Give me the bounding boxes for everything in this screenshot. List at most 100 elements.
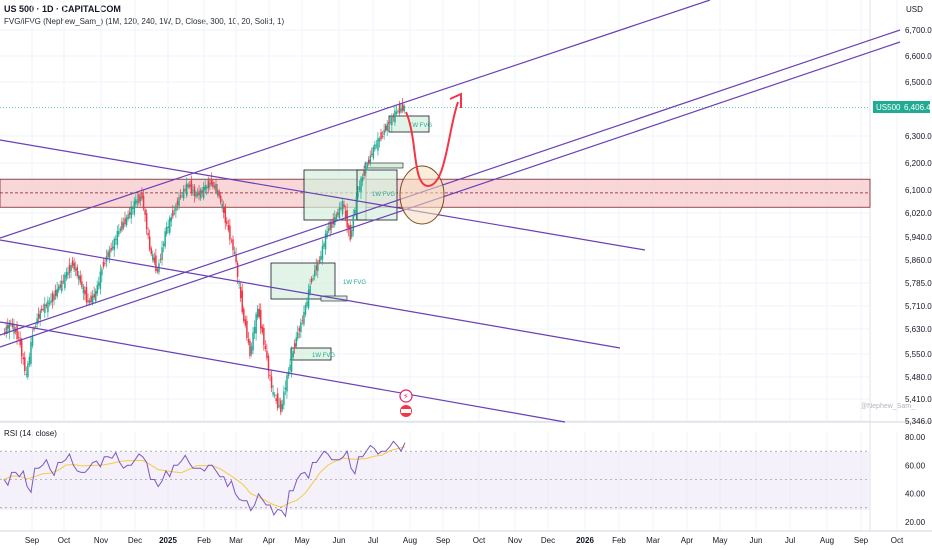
time-tick-label: Sep bbox=[854, 536, 869, 545]
candle-body bbox=[198, 191, 200, 196]
candle-body bbox=[25, 374, 28, 376]
candle-body bbox=[349, 225, 351, 240]
price-tick-label: 6,200.0 bbox=[905, 159, 932, 168]
candle-body bbox=[19, 338, 21, 345]
candle-body bbox=[239, 286, 242, 299]
candle-body bbox=[241, 290, 244, 313]
candle-body bbox=[304, 305, 307, 315]
time-tick-label: Aug bbox=[820, 536, 834, 545]
candle-body bbox=[8, 322, 11, 333]
candle-body bbox=[113, 239, 116, 251]
candle-body bbox=[195, 194, 197, 197]
candle-body bbox=[94, 290, 97, 302]
candle-body bbox=[347, 225, 350, 230]
candle-body bbox=[364, 167, 367, 175]
candle-body bbox=[136, 200, 139, 203]
candle-body bbox=[266, 350, 268, 358]
candle-body bbox=[340, 208, 342, 209]
price-tag-symbol: US500 bbox=[876, 103, 901, 112]
candle-body bbox=[300, 322, 302, 333]
candle-body bbox=[267, 355, 270, 372]
candle-body bbox=[281, 404, 284, 410]
candle-body bbox=[199, 189, 202, 199]
candle-body bbox=[352, 216, 355, 231]
candle-body bbox=[374, 144, 376, 150]
candle-body bbox=[246, 320, 248, 339]
candle-body bbox=[388, 121, 390, 125]
candle-body bbox=[263, 327, 265, 345]
candle-body bbox=[159, 258, 162, 260]
candle-body bbox=[147, 232, 149, 236]
candle-body bbox=[209, 182, 211, 187]
candle-body bbox=[202, 186, 205, 199]
time-tick-label: May bbox=[294, 536, 309, 545]
candle-body bbox=[107, 251, 109, 257]
time-tick-label: Mar bbox=[646, 536, 660, 545]
candle-body bbox=[386, 123, 388, 132]
candle-body bbox=[33, 328, 35, 330]
fvg-box bbox=[364, 162, 404, 169]
currency-label: USD bbox=[906, 5, 923, 14]
candle-body bbox=[358, 186, 361, 190]
candle-body bbox=[36, 318, 38, 325]
candle-body bbox=[243, 308, 245, 321]
candle-body bbox=[327, 228, 330, 231]
candle-body bbox=[27, 363, 29, 377]
candle-body bbox=[192, 190, 194, 192]
candle-body bbox=[110, 247, 112, 251]
candle-body bbox=[280, 400, 282, 413]
candle-body bbox=[232, 239, 234, 251]
candle-body bbox=[44, 303, 46, 313]
candle-body bbox=[238, 283, 240, 285]
channel-line bbox=[0, 139, 646, 251]
candle-body bbox=[14, 329, 17, 333]
arrow-head bbox=[449, 92, 462, 108]
candle-body bbox=[375, 144, 378, 146]
event-icon[interactable] bbox=[399, 389, 413, 403]
rsi-levels bbox=[0, 450, 870, 509]
candle-body bbox=[261, 326, 264, 333]
candle-body bbox=[236, 263, 239, 277]
candle-body bbox=[11, 323, 14, 327]
price-grid bbox=[0, 0, 898, 531]
price-axis[interactable]: 6,700.0 6,600.0 6,500.0 6,300.0 6,200.0 6,100… bbox=[905, 26, 932, 426]
candle-body bbox=[96, 284, 99, 294]
time-tick-label: Jun bbox=[750, 536, 763, 545]
candle-body bbox=[172, 210, 174, 217]
channel-line bbox=[0, 0, 711, 239]
candle-body bbox=[227, 225, 230, 231]
time-tick-label: Nov bbox=[94, 536, 108, 545]
candle-body bbox=[68, 264, 71, 273]
candle-body bbox=[201, 190, 203, 193]
channel-line bbox=[0, 239, 621, 349]
candle-body bbox=[178, 197, 180, 207]
candle-body bbox=[67, 272, 69, 276]
candle-body bbox=[284, 387, 287, 390]
time-axis[interactable]: Sep Oct Nov Dec 2025 Feb Mar Apr May Jun Jul Aug Sep… bbox=[25, 536, 904, 545]
candle-body bbox=[51, 293, 54, 302]
rsi-tick-label: 80.00 bbox=[905, 433, 926, 442]
candle-body bbox=[210, 178, 213, 185]
candle-body bbox=[400, 108, 402, 112]
candle-body bbox=[212, 181, 214, 188]
candle-body bbox=[91, 295, 94, 303]
time-tick-label: Dec bbox=[128, 536, 142, 545]
channel-line bbox=[0, 321, 566, 423]
candle-body bbox=[293, 343, 296, 349]
candle-body bbox=[57, 286, 60, 291]
candle-body bbox=[215, 184, 217, 192]
candle-body bbox=[223, 207, 225, 213]
candle-body bbox=[270, 376, 273, 388]
candle-body bbox=[76, 266, 78, 276]
rsi-axis: 80.00 60.00 40.00 20.00 bbox=[905, 433, 926, 527]
candle-body bbox=[34, 326, 37, 327]
candle-body bbox=[173, 213, 176, 214]
candle-body bbox=[335, 214, 338, 219]
candle-body bbox=[252, 332, 254, 351]
candle-body bbox=[148, 236, 151, 250]
candle-body bbox=[193, 186, 196, 197]
candle-body bbox=[184, 189, 186, 191]
candle-body bbox=[363, 170, 365, 176]
candle-body bbox=[330, 222, 333, 228]
